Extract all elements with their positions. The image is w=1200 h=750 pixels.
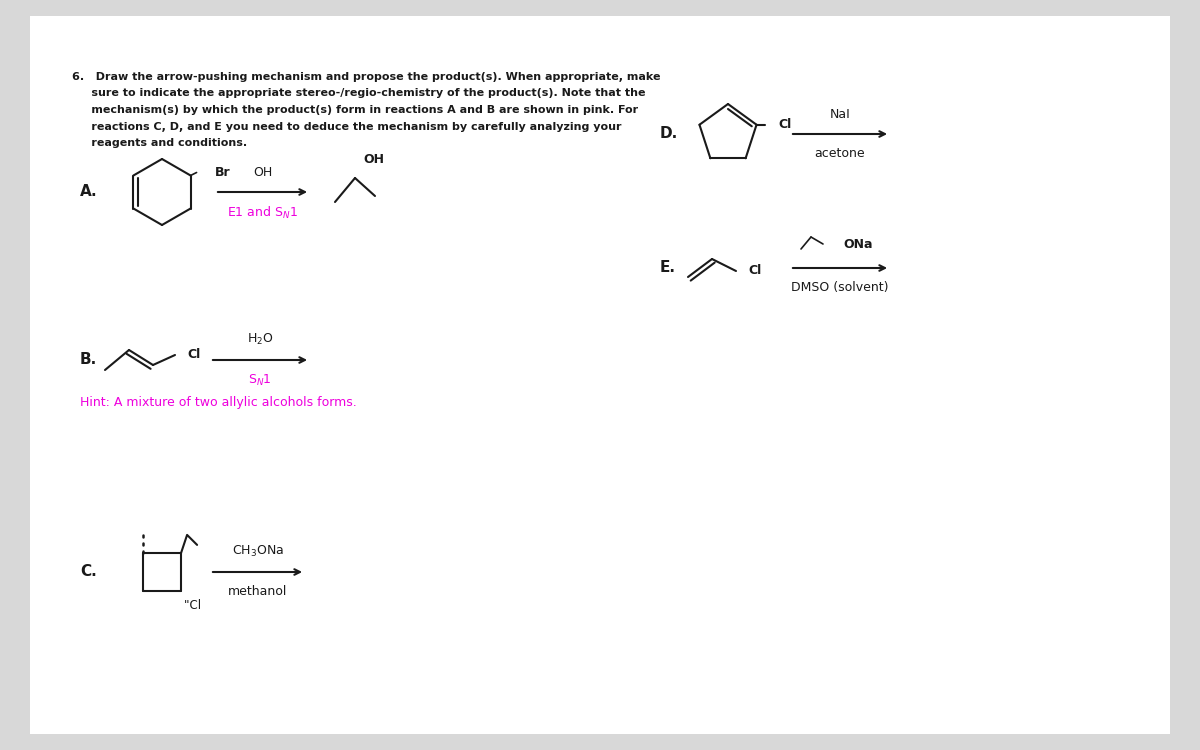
Text: C.: C. [80,565,97,580]
Text: Cl: Cl [187,349,200,361]
Text: reactions C, D, and E you need to deduce the mechanism by carefully analyzing yo: reactions C, D, and E you need to deduce… [72,122,622,131]
Text: H$_2$O: H$_2$O [247,332,274,347]
Text: E1 and S$_N$1: E1 and S$_N$1 [227,205,298,221]
Text: acetone: acetone [815,147,865,160]
Text: methanol: methanol [228,585,287,598]
Text: ''Cl: ''Cl [184,599,203,612]
Text: ONa: ONa [842,238,872,250]
Text: A.: A. [80,184,97,200]
Text: OH: OH [253,166,272,179]
Text: Cl: Cl [748,265,761,278]
Text: OH: OH [364,153,384,166]
Text: sure to indicate the appropriate stereo-/regio-chemistry of the product(s). Note: sure to indicate the appropriate stereo-… [72,88,646,98]
Text: S$_N$1: S$_N$1 [248,373,272,388]
Text: Cl: Cl [779,118,792,131]
Text: E.: E. [660,260,676,275]
Text: mechanism(s) by which the product(s) form in reactions A and B are shown in pink: mechanism(s) by which the product(s) for… [72,105,638,115]
Text: 6.   Draw the arrow-pushing mechanism and propose the product(s). When appropria: 6. Draw the arrow-pushing mechanism and … [72,72,660,82]
Text: CH$_3$ONa: CH$_3$ONa [232,544,283,559]
Text: reagents and conditions.: reagents and conditions. [72,138,247,148]
Text: Hint: A mixture of two allylic alcohols forms.: Hint: A mixture of two allylic alcohols … [80,396,356,409]
Text: B.: B. [80,352,97,368]
Text: Br: Br [215,166,230,179]
Text: NaI: NaI [829,108,851,121]
Text: D.: D. [660,127,678,142]
Text: DMSO (solvent): DMSO (solvent) [791,281,889,294]
FancyBboxPatch shape [30,16,1170,734]
